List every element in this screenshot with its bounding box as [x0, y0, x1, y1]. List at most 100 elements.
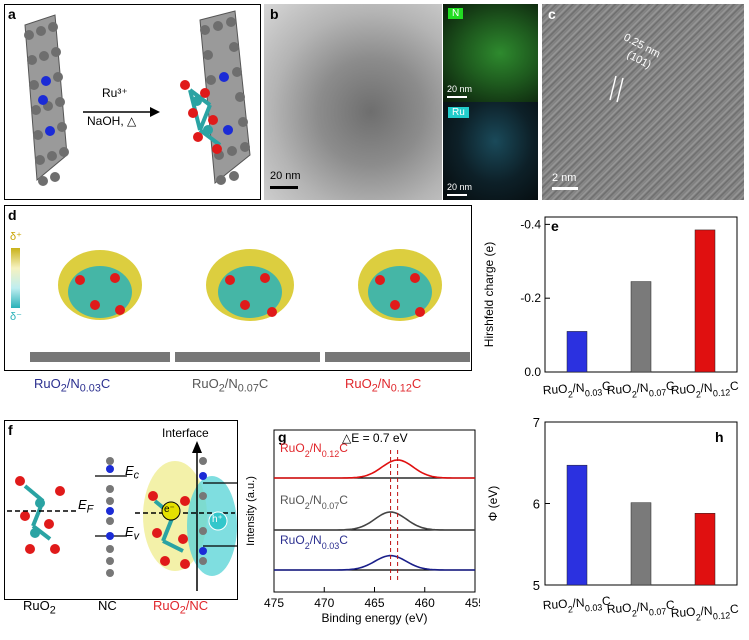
material-label-1-sub2: 0.03 — [79, 382, 101, 395]
ef-label: EF — [78, 497, 93, 516]
chart-h-workfunction: 5 6 7 Φ (eV) h RuO2/N0.03CRuO2/N0.07CRuO2/N0.… — [486, 415, 739, 623]
ev-label: Ev — [125, 524, 139, 543]
panel-c-label: c — [548, 6, 556, 22]
heterojunction — [135, 441, 237, 591]
ev-label-main: E — [125, 524, 134, 539]
chart-e-panel-label: e — [551, 218, 559, 234]
ruo2-label-sub: 2 — [49, 604, 56, 617]
chart-g-panel-label: g — [278, 429, 287, 445]
chart-e-bar-2 — [694, 229, 716, 373]
panel-a-schematic — [24, 10, 251, 186]
eds-map-n — [443, 4, 538, 102]
graphene-sheet-right — [180, 10, 251, 185]
eds-ru-scale-text: 20 nm — [447, 182, 473, 192]
ruo2nc-label-sub: 2 — [179, 604, 186, 617]
chart-g-xtick-label-0: 475 — [264, 596, 284, 610]
material-label-3-sub1: 2 — [371, 382, 378, 395]
eds-n-scale-text: 20 nm — [447, 84, 473, 94]
reaction-reagent: Ru³⁺ — [102, 86, 128, 100]
material-label-2-pre: RuO — [192, 376, 219, 391]
chart-e-ylabel: Hirshfeld charge (e) — [482, 242, 496, 347]
chart-e-hirshfeld: 0.0 -0.2 -0.4 Hirshfeld charge (e) e RuO2/N0.… — [482, 216, 739, 402]
ruo2-cluster — [15, 476, 65, 554]
chart-g-series-1 — [274, 511, 475, 531]
delta-minus-label: δ⁻ — [10, 311, 22, 323]
material-label-2-mid: /N — [224, 376, 238, 391]
chart-e-xtick-label-1: RuO2/N0.07C — [606, 379, 675, 402]
hrtem-scale-text: 2 nm — [552, 172, 577, 184]
chart-e-bar-0 — [566, 331, 588, 373]
nc-column — [95, 457, 127, 577]
chart-h-ytick-label-1: 6 — [533, 497, 540, 512]
material-label-1-sub1: 2 — [60, 382, 67, 395]
chart-g-xtick-label-1: 470 — [314, 596, 334, 610]
tem-scale-bar — [270, 186, 298, 189]
material-label-3-mid: /N — [377, 376, 391, 391]
graphene-sheet-left — [24, 14, 69, 186]
material-label-3: RuO2/N0.12C — [345, 376, 421, 395]
material-label-1-pre: RuO — [34, 376, 61, 391]
chart-e-ytick-label-1: -0.2 — [520, 291, 541, 305]
panel-f — [4, 420, 238, 600]
material-label-1-post: C — [100, 376, 111, 391]
panel-b-label: b — [270, 6, 279, 22]
material-label-2-sub2: 0.07 — [237, 382, 259, 395]
hole-label: h⁺ — [212, 514, 223, 525]
interface-label: Interface — [162, 426, 209, 440]
ruo2-label-main: RuO — [23, 598, 50, 613]
chart-g-xtick-label-2: 465 — [364, 596, 384, 610]
ef-label-main: E — [78, 497, 87, 512]
ruo2nc-label-main: RuO — [153, 598, 180, 613]
chart-h-xtick-label-1: RuO2/N0.07C — [606, 598, 675, 621]
chart-h-panel-label: h — [715, 429, 724, 445]
electron-label: e⁻ — [164, 504, 175, 515]
panel-a — [4, 4, 261, 200]
chart-h-ytick-label-2: 7 — [533, 415, 540, 430]
tem-scale-text: 20 nm — [270, 170, 301, 182]
delta-plus-label: δ⁺ — [10, 231, 22, 243]
ruo2nc-label-tail: /NC — [185, 598, 209, 613]
material-label-3-sub2: 0.12 — [390, 382, 412, 395]
reaction-conditions: NaOH, △ — [87, 114, 137, 128]
ruo2-label: RuO2 — [23, 598, 56, 617]
panel-a-label: a — [8, 6, 16, 22]
eds-ru-tag: Ru — [448, 107, 469, 118]
chart-g-xps: 475 470 465 460 455 Binding energy (eV) Intens… — [245, 429, 480, 625]
chart-h-bar-2 — [694, 513, 716, 586]
hrtem-scale-bar — [552, 187, 578, 190]
chart-g-xtick-label-4: 455 — [465, 596, 480, 610]
chart-e-ytick-label-2: -0.4 — [520, 217, 541, 231]
cdd-model-3 — [325, 249, 470, 362]
chart-h-xtick-label-0: RuO2/N0.03C — [542, 594, 611, 617]
charge-density-models — [30, 249, 470, 362]
eds-n-tag: N — [448, 8, 464, 19]
eds-n-scale-bar — [447, 96, 467, 98]
eds-map-ru — [443, 102, 538, 200]
chart-g-series-2 — [274, 554, 475, 571]
chart-g-xlabel: Binding energy (eV) — [321, 611, 427, 625]
material-label-3-pre: RuO — [345, 376, 372, 391]
chart-h-bar-0 — [566, 464, 588, 586]
panel-d-label: d — [8, 207, 17, 223]
material-label-2: RuO2/N0.07C — [192, 376, 268, 395]
ev-label-sub: v — [133, 530, 140, 543]
chart-g-delta-e: △E = 0.7 eV — [342, 431, 408, 445]
hrtem-image — [542, 4, 744, 200]
material-label-2-post: C — [258, 376, 269, 391]
panel-f-label: f — [8, 422, 13, 438]
chart-g-series-label-0: RuO2/N0.12C — [280, 441, 348, 459]
tem-image — [264, 4, 442, 200]
ec-label-sub: c — [133, 469, 140, 482]
ec-label-main: E — [125, 463, 134, 478]
panel-d — [4, 205, 472, 371]
nc-label: NC — [98, 598, 117, 613]
ec-label: Ec — [125, 463, 139, 482]
ruo2nc-label: RuO2/NC — [153, 598, 208, 617]
chart-g-ylabel: Intensity (a.u.) — [245, 476, 257, 546]
material-label-1-mid: /N — [66, 376, 80, 391]
lattice-marker — [609, 75, 624, 103]
chart-g-xtick-label-3: 460 — [415, 596, 435, 610]
band-diagram — [7, 441, 237, 591]
chart-h-ytick-label-0: 5 — [533, 578, 540, 593]
chart-h-ylabel: Φ (eV) — [486, 486, 500, 522]
